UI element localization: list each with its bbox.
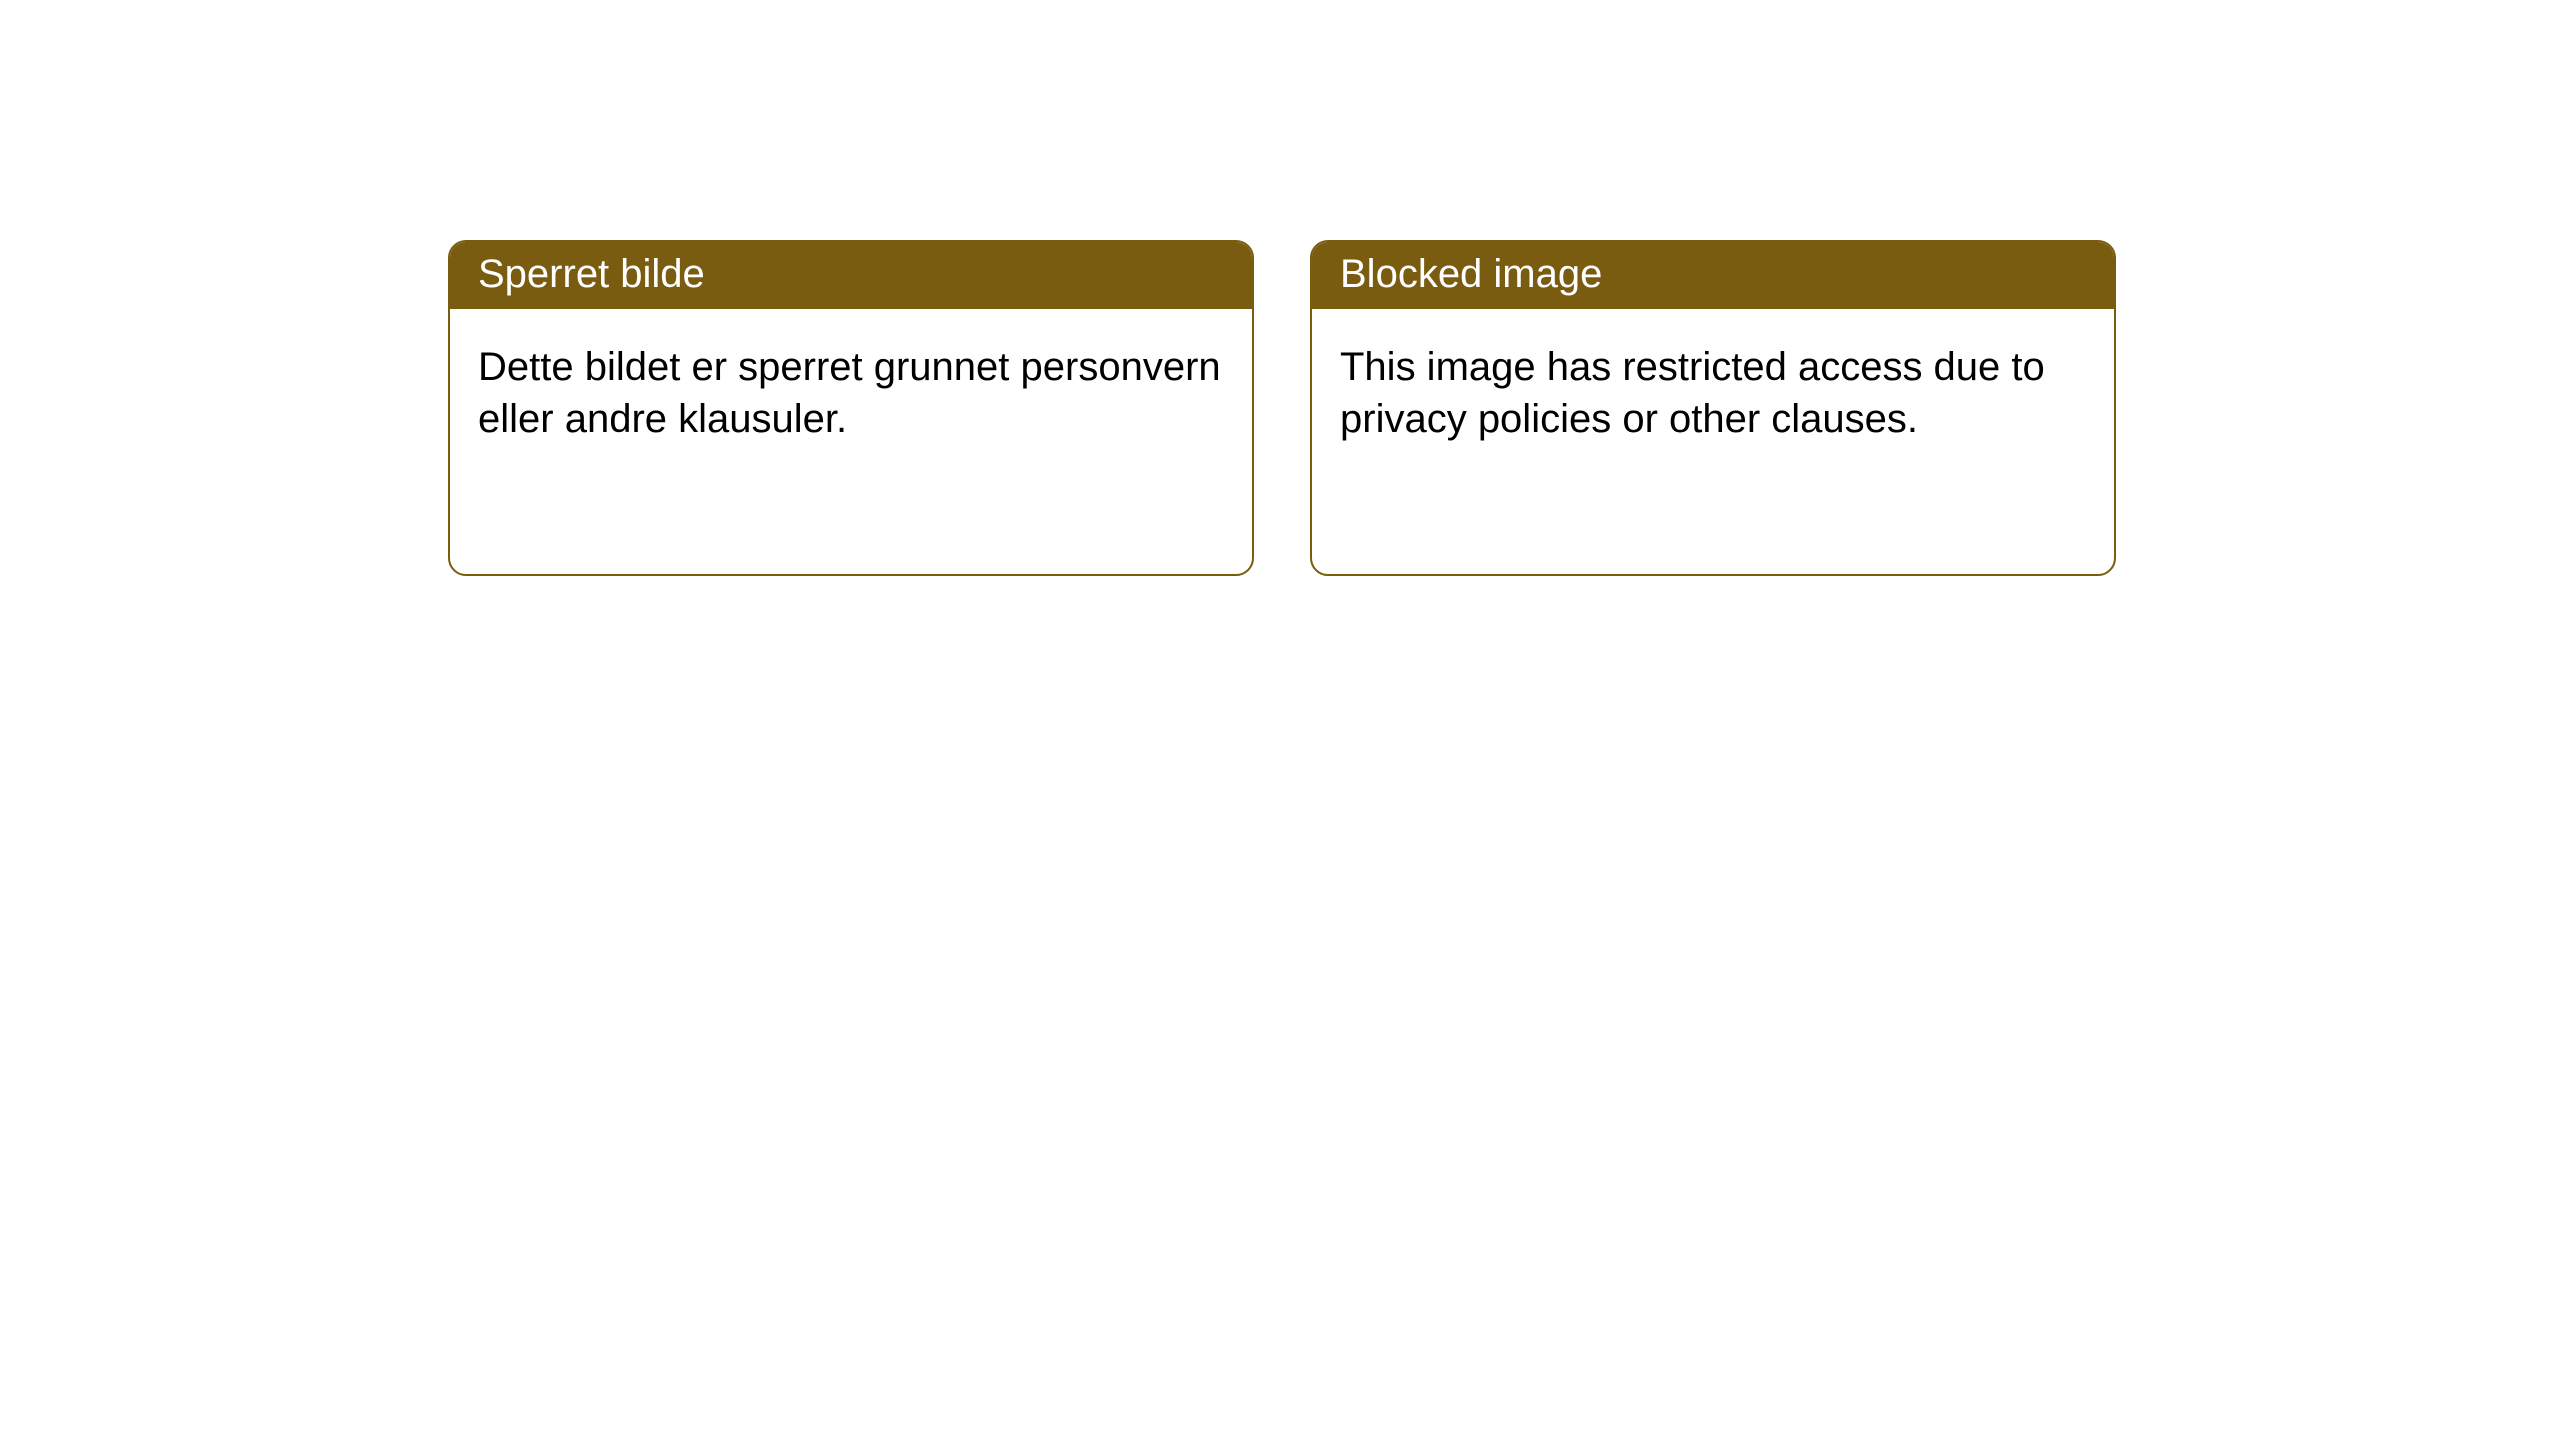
card-body-text: Dette bildet er sperret grunnet personve…: [478, 345, 1221, 441]
card-body-text: This image has restricted access due to …: [1340, 345, 2045, 441]
card-title: Sperret bilde: [478, 252, 705, 296]
card-header: Blocked image: [1312, 242, 2114, 309]
card-header: Sperret bilde: [450, 242, 1252, 309]
card-body: This image has restricted access due to …: [1312, 309, 2114, 477]
blocked-image-card-en: Blocked image This image has restricted …: [1310, 240, 2116, 576]
blocked-image-card-no: Sperret bilde Dette bildet er sperret gr…: [448, 240, 1254, 576]
card-body: Dette bildet er sperret grunnet personve…: [450, 309, 1252, 477]
cards-container: Sperret bilde Dette bildet er sperret gr…: [448, 240, 2116, 576]
card-title: Blocked image: [1340, 252, 1602, 296]
